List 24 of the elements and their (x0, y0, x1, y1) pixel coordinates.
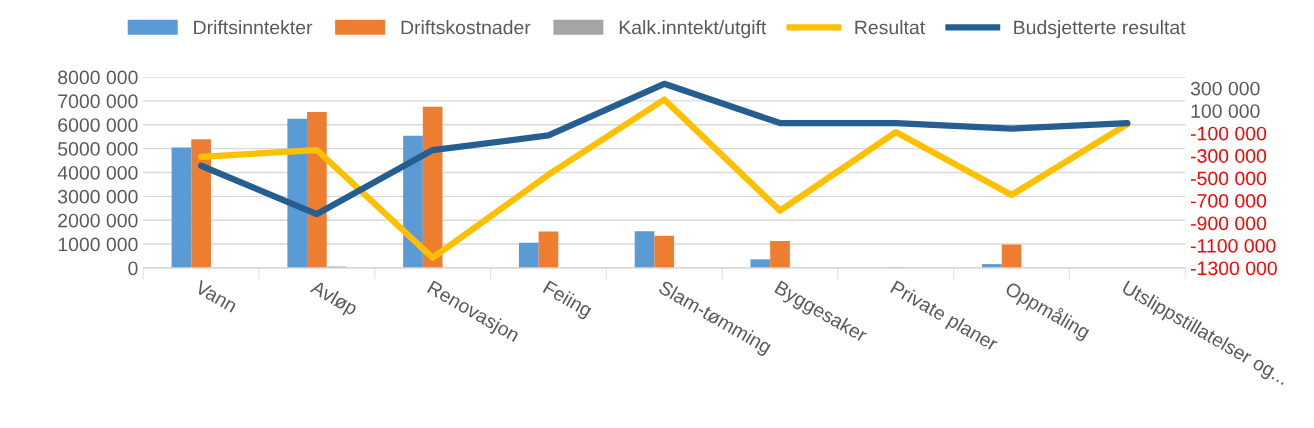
y2-tick-label: -300 000 (1190, 149, 1267, 163)
legend-label: Driftsinntekter (194, 20, 313, 35)
legend-label: Driftskostnader (401, 20, 531, 35)
y-tick-label: 5000 000 (58, 142, 138, 156)
y-tick-label: 6000 000 (58, 118, 138, 132)
legend-label: Resultat (855, 20, 926, 35)
y2-tick-label: -1300 000 (1190, 261, 1277, 276)
y-tick-label: 1000 000 (58, 237, 138, 252)
y-tick-label: 3000 000 (58, 189, 138, 204)
y-tick-label: 2000 000 (58, 213, 138, 228)
legend-label: Budsjetterte resultat (1014, 20, 1186, 39)
y2-tick-label: -900 000 (1190, 216, 1267, 231)
y2-tick-label: -500 000 (1190, 171, 1267, 186)
y-tick-label: 7000 000 (58, 94, 138, 109)
y-tick-label: 8000 000 (58, 70, 138, 85)
y2-tick-label: 100 000 (1191, 104, 1260, 118)
y2-tick-label: 300 000 (1190, 81, 1260, 96)
y2-tick-label: -1100 000 (1190, 238, 1276, 253)
y-tick-label: 0 (128, 261, 138, 276)
y-tick-label: 4000 000 (57, 165, 138, 180)
y2-tick-label: -700 000 (1190, 194, 1267, 208)
x-tick-label: Vann (194, 279, 238, 313)
y2-tick-label: -100 000 (1190, 126, 1267, 141)
legend-label: Kalk.inntekt/utgift (619, 20, 767, 39)
